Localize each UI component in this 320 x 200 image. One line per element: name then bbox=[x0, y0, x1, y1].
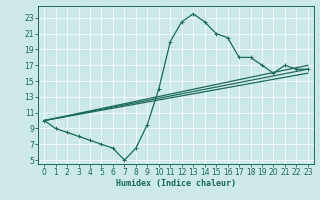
X-axis label: Humidex (Indice chaleur): Humidex (Indice chaleur) bbox=[116, 179, 236, 188]
